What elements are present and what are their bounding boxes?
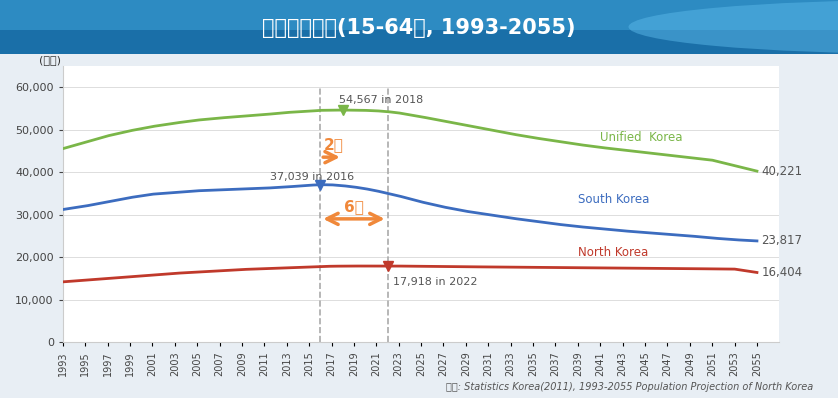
Text: North Korea: North Korea xyxy=(578,246,648,259)
Text: 자료: Statistics Korea(2011), 1993-2055 Population Projection of North Korea: 자료: Statistics Korea(2011), 1993-2055 Po… xyxy=(446,382,813,392)
Text: 6년: 6년 xyxy=(344,199,364,214)
Text: 17,918 in 2022: 17,918 in 2022 xyxy=(393,277,478,287)
Text: 23,817: 23,817 xyxy=(762,234,803,248)
Text: 16,404: 16,404 xyxy=(762,266,803,279)
Text: Unified  Korea: Unified Korea xyxy=(600,131,683,144)
Text: 40,221: 40,221 xyxy=(762,165,803,178)
Text: 54,567 in 2018: 54,567 in 2018 xyxy=(339,95,424,105)
Text: South Korea: South Korea xyxy=(578,193,649,206)
Text: (천명): (천명) xyxy=(39,55,61,64)
Ellipse shape xyxy=(628,0,838,54)
Text: 생산가능인구(15-64세, 1993-2055): 생산가능인구(15-64세, 1993-2055) xyxy=(262,18,576,38)
Bar xyxy=(0,0,838,29)
Text: 37,039 in 2016: 37,039 in 2016 xyxy=(270,172,354,182)
Text: 2년: 2년 xyxy=(323,137,344,152)
